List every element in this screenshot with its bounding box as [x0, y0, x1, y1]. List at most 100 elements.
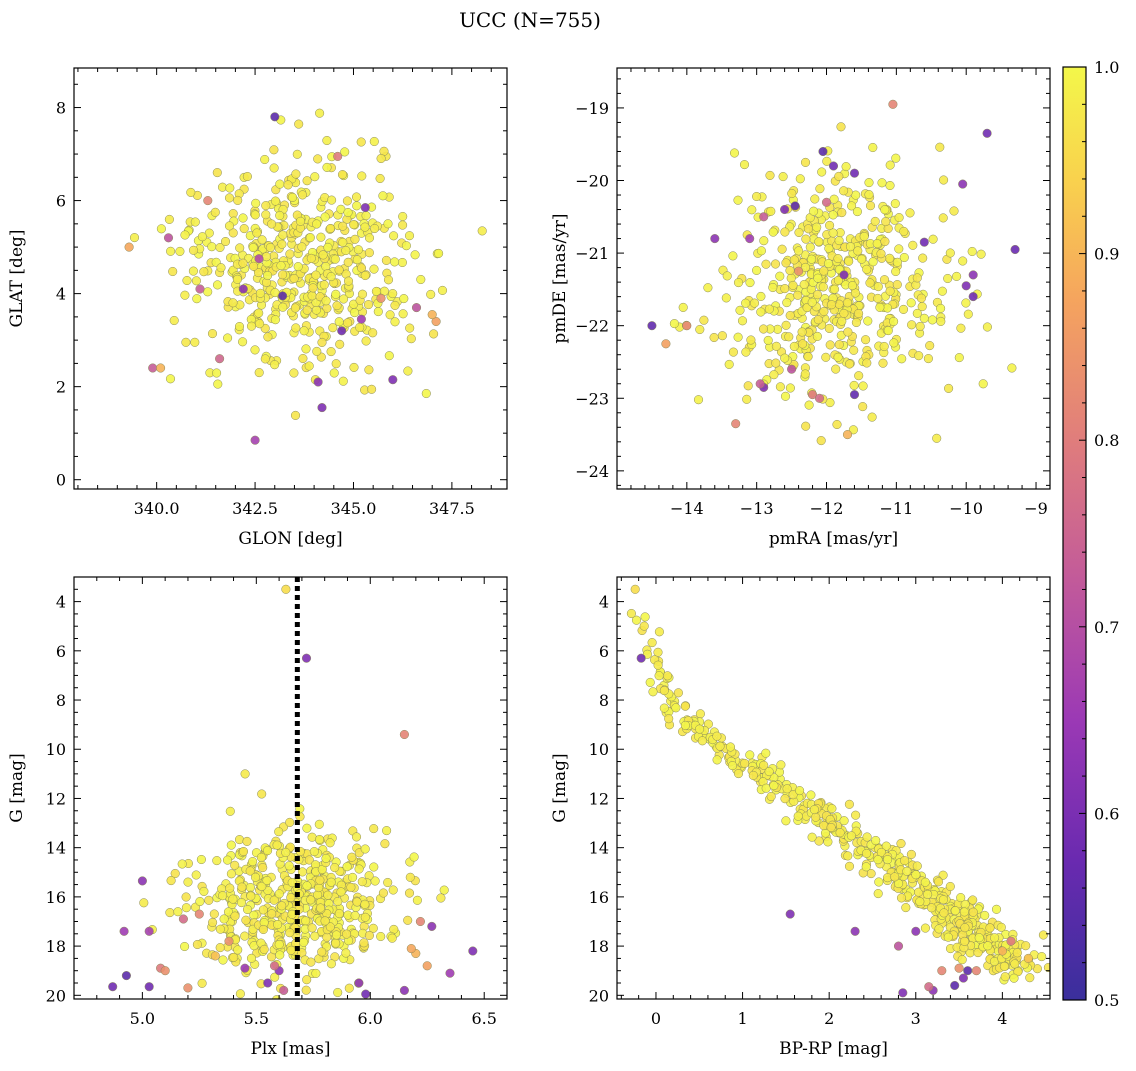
data-point [223, 333, 233, 343]
data-point [210, 951, 220, 961]
data-point [636, 653, 646, 663]
data-point [823, 837, 833, 847]
data-point [640, 612, 650, 622]
data-point [780, 284, 790, 294]
data-point [809, 206, 819, 216]
data-point [821, 352, 831, 362]
data-point [334, 909, 344, 919]
data-point [912, 861, 922, 871]
data-point [353, 245, 363, 255]
data-point [682, 321, 692, 331]
y-axis-label: GLAT [deg] [7, 229, 27, 327]
data-point [330, 254, 340, 264]
y-axis-label: G [mag] [550, 753, 570, 822]
data-point [177, 859, 187, 869]
data-point [342, 196, 352, 206]
data-point [731, 419, 741, 429]
data-point [844, 799, 854, 809]
data-point [180, 290, 190, 300]
x-tick-label: 347.5 [429, 499, 475, 518]
data-point [369, 136, 379, 147]
data-point [427, 310, 437, 320]
data-point [799, 279, 809, 290]
data-point [842, 430, 853, 440]
data-point [196, 854, 206, 865]
data-point [263, 332, 273, 342]
data-point [254, 254, 264, 264]
data-point [833, 352, 843, 362]
data-point [826, 822, 836, 833]
data-point [245, 866, 255, 876]
data-point [199, 886, 209, 896]
data-point [885, 160, 895, 170]
data-point [148, 363, 158, 373]
data-point [236, 898, 247, 908]
data-point [215, 943, 225, 953]
data-point [363, 300, 374, 310]
data-point [301, 344, 311, 354]
data-point [747, 205, 757, 215]
data-point [224, 221, 235, 231]
data-point [212, 368, 222, 378]
axes-frame [73, 67, 508, 490]
data-point [781, 816, 791, 826]
y-tick-label: 20 [46, 986, 66, 1005]
data-point [882, 303, 893, 313]
data-point [381, 255, 391, 265]
data-point [352, 255, 362, 265]
data-point [278, 291, 288, 301]
data-point [360, 203, 370, 213]
data-point [188, 266, 198, 276]
data-point [183, 877, 193, 887]
data-point [949, 206, 959, 216]
data-point [976, 249, 986, 259]
data-point [388, 885, 398, 895]
data-point [974, 933, 984, 943]
data-point [862, 832, 872, 842]
data-point [278, 270, 288, 280]
data-point [203, 196, 213, 206]
data-point [307, 923, 317, 933]
data-point [239, 224, 249, 234]
y-tick-label: −24 [575, 462, 609, 481]
data-point [812, 331, 822, 341]
data-point [170, 868, 180, 879]
data-point [215, 924, 225, 934]
data-point [759, 760, 769, 770]
x-tick-label: 4 [997, 1009, 1007, 1028]
data-point [304, 361, 314, 371]
data-point [302, 305, 312, 315]
data-point [164, 214, 174, 224]
data-point [269, 163, 279, 173]
data-point [257, 881, 267, 891]
data-point [785, 265, 795, 276]
data-point [267, 909, 277, 919]
data-point [912, 308, 922, 318]
data-point [954, 963, 964, 973]
data-point [898, 988, 908, 998]
data-point [183, 983, 193, 993]
data-point [982, 322, 992, 332]
data-point [437, 285, 448, 295]
data-point [919, 237, 929, 247]
data-point [936, 303, 946, 313]
y-tick-label: 16 [589, 888, 609, 907]
data-point [764, 304, 774, 314]
data-point [759, 236, 769, 246]
data-point [338, 221, 348, 231]
data-point [351, 832, 362, 842]
data-point [260, 154, 270, 165]
data-point [144, 926, 154, 936]
data-point [312, 219, 322, 229]
data-point [351, 192, 362, 202]
data-point [850, 926, 860, 936]
data-point [376, 931, 386, 942]
data-point [415, 916, 425, 927]
data-point [360, 222, 370, 232]
panel-glon-glat: 340.0 342.5 345.0 347.5 0 2 4 6 8 GLON [deg] GLAT … [7, 67, 508, 549]
y-tick-label: −21 [575, 244, 609, 263]
data-point [933, 877, 944, 887]
data-point [967, 246, 977, 257]
data-point [245, 882, 255, 893]
data-point [771, 358, 781, 368]
